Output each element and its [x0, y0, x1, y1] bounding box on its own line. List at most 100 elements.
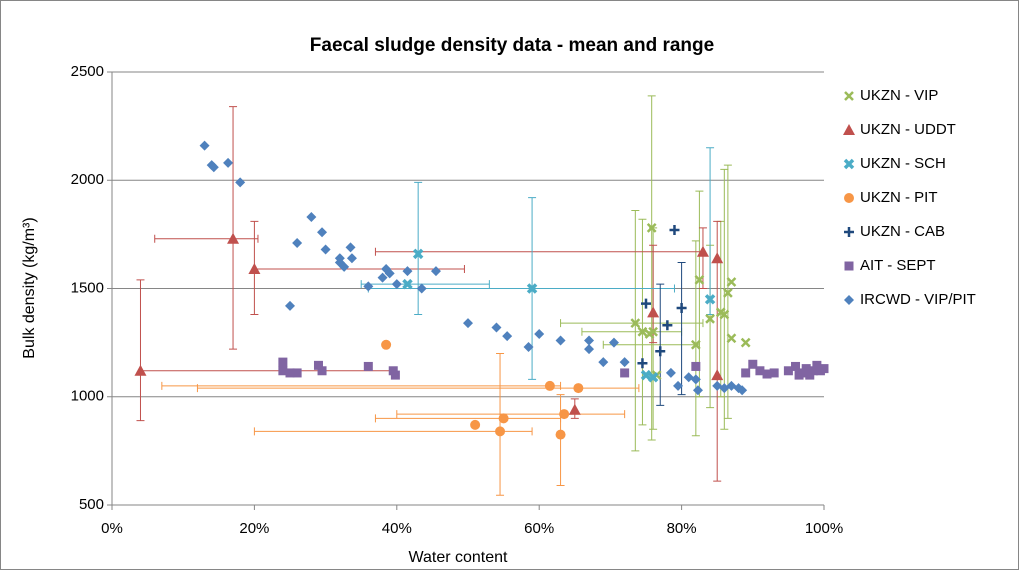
legend-marker [844, 91, 854, 101]
point [748, 359, 758, 369]
point [694, 274, 705, 285]
legend-label: UKZN - UDDT [860, 121, 956, 138]
point [762, 369, 772, 379]
point [402, 278, 413, 290]
point [692, 385, 703, 396]
point [584, 335, 595, 346]
point [317, 366, 327, 376]
error-bar-y [677, 262, 686, 396]
point [377, 272, 388, 283]
point [363, 361, 373, 371]
point [346, 253, 357, 264]
x-tick-label: 20% [239, 520, 269, 537]
point [726, 277, 737, 287]
point [568, 403, 581, 415]
point [544, 380, 555, 391]
y-tick-label: 500 [79, 496, 104, 513]
point [646, 222, 657, 233]
point [737, 385, 748, 396]
legend-marker [844, 261, 854, 271]
point [227, 232, 240, 244]
point [719, 309, 730, 320]
legend-marker [843, 124, 855, 135]
error-bar-x [196, 384, 640, 393]
legend-marker [844, 193, 854, 203]
point [722, 287, 733, 298]
point [740, 337, 751, 348]
point [363, 281, 374, 292]
x-tick-label: 80% [667, 520, 697, 537]
point [704, 294, 716, 305]
point [690, 339, 701, 350]
point [390, 370, 400, 380]
error-bar-x [253, 427, 533, 436]
point [463, 318, 473, 329]
point [502, 331, 513, 342]
point [705, 313, 715, 324]
error-bar-y [638, 218, 647, 426]
point [235, 177, 246, 188]
point [655, 346, 666, 357]
point [630, 318, 641, 329]
x-tick-label: 100% [805, 520, 843, 537]
point [199, 140, 210, 151]
y-tick-label: 2500 [71, 63, 104, 80]
point [573, 383, 584, 394]
point [248, 263, 261, 275]
legend-marker [843, 158, 855, 170]
point [696, 245, 709, 257]
y-tick-label: 1500 [71, 279, 104, 296]
error-bar-y [414, 181, 423, 315]
error-bar-x [154, 234, 259, 243]
error-bar-y [713, 220, 722, 482]
point [640, 369, 652, 381]
point [619, 357, 630, 368]
x-tick-label: 40% [382, 520, 412, 537]
point [278, 366, 288, 376]
point [391, 279, 402, 290]
point [292, 368, 302, 378]
point [430, 266, 441, 277]
point [534, 328, 545, 339]
point [491, 322, 502, 333]
error-bar-y [496, 352, 505, 496]
point [598, 357, 609, 368]
point [584, 344, 595, 355]
point [819, 364, 829, 374]
y-axis-label: Bulk density (kg/m³) [21, 217, 38, 358]
point [812, 360, 822, 370]
point [637, 326, 648, 337]
point [791, 361, 801, 371]
point [669, 225, 680, 236]
point [690, 374, 701, 385]
point [783, 366, 793, 376]
legend-label: IRCWD - VIP/PIT [860, 291, 976, 308]
y-tick-label: 2000 [71, 171, 104, 188]
point [223, 157, 234, 168]
point [402, 266, 413, 277]
error-bar-y [631, 210, 640, 452]
error-bar-y [647, 95, 656, 441]
error-bar-x [161, 381, 562, 390]
legend-marker [844, 295, 854, 305]
point [755, 366, 765, 376]
point [769, 368, 779, 378]
point [647, 306, 660, 318]
error-bar-y [691, 240, 700, 437]
point [285, 300, 295, 311]
point [523, 341, 534, 352]
legend-label: UKZN - CAB [860, 223, 945, 240]
point [801, 364, 811, 374]
error-bar-y [556, 394, 565, 487]
point [676, 302, 687, 313]
point [345, 242, 356, 253]
point [647, 372, 659, 383]
point [416, 283, 427, 294]
point [559, 409, 570, 420]
point [495, 426, 506, 437]
error-bar-y [229, 106, 238, 350]
point [673, 380, 684, 391]
